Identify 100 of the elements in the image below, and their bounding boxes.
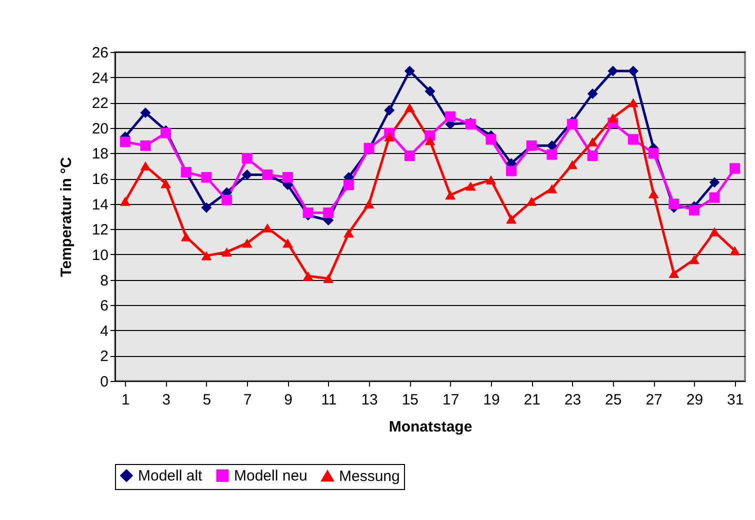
y-tick-label: 22 xyxy=(92,95,108,112)
point xyxy=(201,251,212,260)
point xyxy=(730,163,740,174)
point xyxy=(608,113,618,122)
legend-label: Modell neu xyxy=(234,468,308,485)
y-tick-label: 10 xyxy=(92,246,108,264)
point xyxy=(567,118,578,130)
point xyxy=(160,179,172,188)
point xyxy=(486,134,496,145)
point xyxy=(282,238,293,248)
y-tick-label: 26 xyxy=(92,44,108,62)
point xyxy=(628,98,638,108)
point xyxy=(648,189,659,198)
point xyxy=(384,104,395,116)
point xyxy=(222,247,232,256)
point xyxy=(140,107,151,118)
point xyxy=(302,271,314,281)
point xyxy=(567,160,578,170)
point xyxy=(222,194,232,206)
y-axis-title: Temperatur in °C xyxy=(58,156,75,277)
point xyxy=(201,172,212,183)
y-tick-label: 20 xyxy=(92,120,108,138)
x-tick-label: 27 xyxy=(646,392,662,408)
y-tick-label: 18 xyxy=(92,146,108,163)
point xyxy=(608,66,618,76)
point xyxy=(587,137,598,146)
x-tick-label: 1 xyxy=(121,392,130,408)
point xyxy=(668,268,680,278)
point xyxy=(546,140,558,151)
point xyxy=(201,202,212,213)
point xyxy=(364,199,374,208)
x-tick-label: 11 xyxy=(321,392,337,408)
x-axis-title: Monatstage xyxy=(388,418,472,436)
point xyxy=(546,149,558,160)
point xyxy=(445,111,456,122)
point xyxy=(282,172,293,183)
point xyxy=(668,198,680,210)
y-tick-label: 16 xyxy=(92,171,108,188)
point xyxy=(506,214,517,224)
point xyxy=(262,223,273,232)
point xyxy=(323,274,334,284)
y-tick-label: 6 xyxy=(100,298,108,315)
y-tick-label: 24 xyxy=(92,70,108,87)
x-tick-label: 25 xyxy=(605,392,622,408)
point xyxy=(404,66,415,76)
x-tick-label: 21 xyxy=(524,392,540,408)
point xyxy=(688,204,700,216)
point xyxy=(120,196,130,206)
point xyxy=(486,175,496,184)
point xyxy=(242,153,252,164)
x-tick-label: 19 xyxy=(483,392,500,408)
point xyxy=(302,207,314,218)
point xyxy=(242,170,252,180)
point xyxy=(424,136,436,146)
point xyxy=(648,148,659,158)
point xyxy=(628,134,638,145)
point xyxy=(587,150,598,162)
point xyxy=(709,177,720,188)
point xyxy=(120,136,130,148)
point xyxy=(709,192,720,203)
x-tick-label: 5 xyxy=(202,392,212,408)
x-tick-label: 17 xyxy=(442,392,460,408)
point xyxy=(180,232,192,242)
point xyxy=(506,166,517,176)
point xyxy=(587,88,598,99)
point xyxy=(424,86,436,96)
point xyxy=(140,161,151,170)
point xyxy=(688,254,700,264)
x-tick-label: 7 xyxy=(243,392,252,408)
point xyxy=(709,227,720,236)
y-tick-label: 12 xyxy=(92,222,108,239)
point xyxy=(140,140,151,151)
y-tick-label: 4 xyxy=(100,322,108,340)
y-tick-label: 14 xyxy=(92,196,108,214)
point xyxy=(384,132,395,142)
point xyxy=(628,66,638,76)
y-tick-label: 2 xyxy=(100,348,108,366)
point xyxy=(526,196,537,206)
point xyxy=(343,228,354,238)
y-tick-label: 0 xyxy=(100,374,108,390)
legend-label: Modell alt xyxy=(138,468,204,485)
point xyxy=(343,180,354,190)
point xyxy=(160,128,172,138)
point xyxy=(404,103,415,112)
x-tick-label: 29 xyxy=(686,392,704,408)
point xyxy=(323,207,334,218)
x-tick-label: 23 xyxy=(564,392,582,408)
x-tick-label: 15 xyxy=(402,392,419,408)
x-tick-label: 13 xyxy=(361,392,378,408)
point xyxy=(546,184,558,194)
point xyxy=(445,190,456,200)
point xyxy=(465,182,476,191)
point xyxy=(242,238,252,248)
legend-label: Messung xyxy=(339,468,400,485)
y-tick-label: 8 xyxy=(100,272,108,290)
point xyxy=(730,246,740,256)
x-tick-label: 3 xyxy=(162,392,170,408)
x-tick-label: 9 xyxy=(284,392,292,408)
x-tick-label: 31 xyxy=(726,392,744,408)
point xyxy=(404,150,415,162)
